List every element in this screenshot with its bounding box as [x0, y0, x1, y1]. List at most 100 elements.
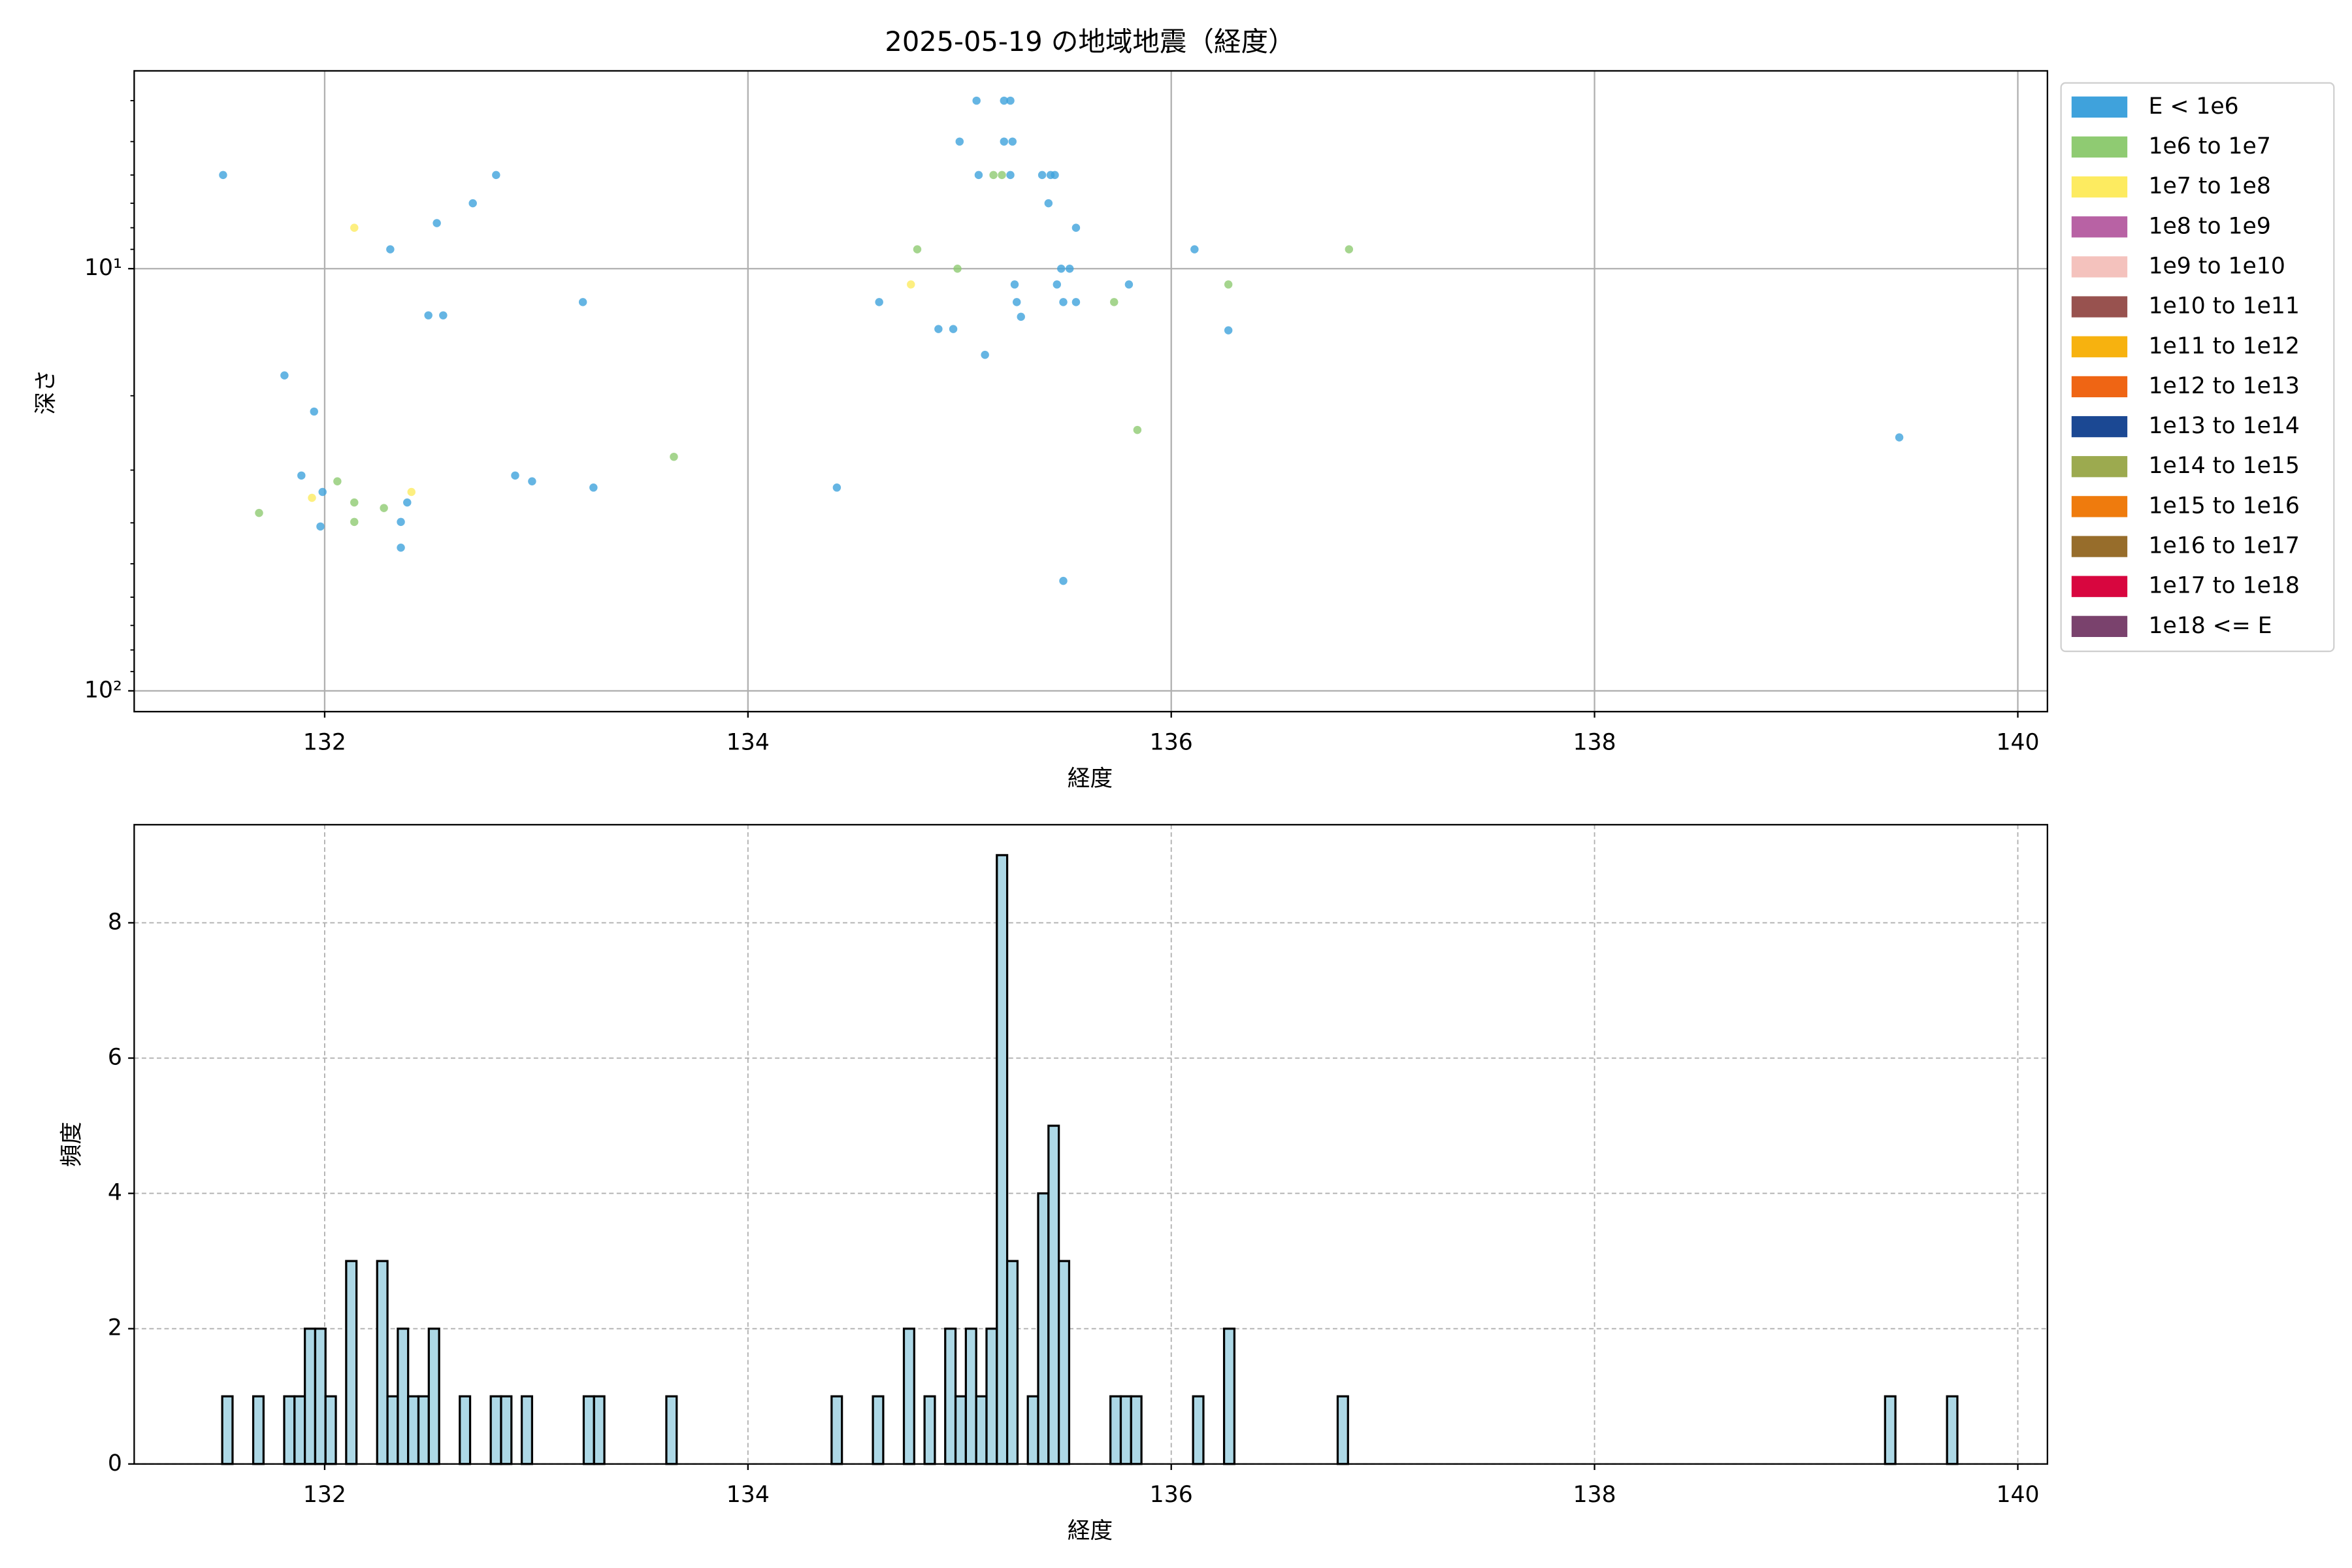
histogram-bar — [427, 1328, 440, 1465]
histogram-bar — [1192, 1395, 1205, 1465]
histogram-bar — [489, 1395, 502, 1465]
legend-swatch — [2071, 256, 2128, 278]
y-tick-label: 0 — [108, 1450, 122, 1477]
histogram-bar — [944, 1328, 957, 1465]
scatter-point — [1051, 171, 1059, 180]
legend-label: 1e6 to 1e7 — [2148, 133, 2270, 159]
y-tick-label: 8 — [108, 909, 122, 935]
histogram-bar — [303, 1328, 317, 1465]
legend-swatch — [2071, 615, 2128, 637]
legend-swatch — [2071, 176, 2128, 198]
legend-swatch — [2071, 96, 2128, 118]
scatter-point — [318, 487, 327, 497]
histogram-bar — [1119, 1395, 1132, 1465]
legend-label: 1e7 to 1e8 — [2148, 173, 2270, 199]
histogram-bar — [872, 1395, 885, 1465]
x-tick-label: 134 — [727, 1482, 770, 1508]
x-tick-label: 140 — [1996, 1482, 2039, 1508]
scatter-point — [333, 477, 342, 486]
histogram-bar — [902, 1328, 915, 1465]
scatter-point — [1017, 312, 1025, 321]
legend-swatch — [2071, 536, 2128, 557]
y-tick-label: 10² — [84, 677, 122, 703]
histogram-bar — [314, 1328, 327, 1465]
histogram-bar — [500, 1395, 513, 1465]
histogram-bar — [923, 1395, 936, 1465]
histogram-bar — [221, 1395, 234, 1465]
histogram-bar — [345, 1260, 358, 1465]
scatter-point — [424, 311, 433, 319]
histogram-bar — [1222, 1328, 1235, 1465]
scatter-point — [989, 171, 998, 180]
legend-label: 1e17 to 1e18 — [2148, 573, 2299, 599]
legend-swatch — [2071, 216, 2128, 238]
chart-title: 2025-05-19 の地域地震（経度） — [885, 25, 1295, 57]
scatter-point — [1071, 223, 1081, 232]
y-tick-label: 2 — [108, 1315, 122, 1341]
scatter-point — [468, 199, 477, 208]
histogram-bar — [520, 1395, 534, 1465]
histogram-bar — [1026, 1395, 1039, 1465]
histogram-bar — [964, 1328, 977, 1465]
histogram-bar — [593, 1395, 606, 1465]
scatter-point — [1224, 326, 1233, 335]
histogram-bar — [397, 1328, 410, 1465]
legend-label: 1e12 to 1e13 — [2148, 373, 2299, 399]
scatter-point — [1133, 425, 1142, 434]
scatter-point — [1345, 245, 1354, 253]
legend-swatch — [2071, 576, 2128, 597]
histogram-bar — [283, 1395, 296, 1465]
histogram-bar — [975, 1395, 988, 1465]
histogram-bar — [830, 1395, 843, 1465]
scatter-point — [832, 483, 841, 492]
scatter-point — [955, 137, 964, 146]
scatter-point — [1057, 264, 1066, 273]
histogram-bar — [1130, 1395, 1143, 1465]
histogram-bar — [324, 1395, 337, 1465]
x-tick-label: 140 — [1996, 730, 2039, 756]
legend-label: 1e8 to 1e9 — [2148, 213, 2270, 239]
histogram-bar — [386, 1395, 399, 1465]
scatter-point — [1071, 298, 1081, 306]
legend-swatch — [2071, 456, 2128, 478]
y-tick-label: 6 — [108, 1045, 122, 1071]
histogram-bar — [996, 854, 1009, 1465]
x-tick-label: 136 — [1150, 1482, 1193, 1508]
scatter-point — [1008, 137, 1017, 146]
histogram-bar — [1946, 1395, 1959, 1465]
scatter-point — [350, 223, 359, 232]
scatter-point — [1224, 280, 1233, 289]
x-tick-label: 138 — [1573, 1482, 1616, 1508]
legend-box — [2060, 82, 2335, 653]
x-tick-label: 132 — [303, 730, 346, 756]
scatter-point — [397, 517, 405, 527]
histogram-bar — [293, 1395, 306, 1465]
scatter-point — [433, 219, 441, 227]
scatter-point — [670, 452, 678, 461]
scatter-point — [1006, 96, 1015, 105]
scatter-point — [589, 483, 598, 492]
scatter-point — [1000, 96, 1009, 105]
histogram-bar — [407, 1395, 420, 1465]
legend-label: 1e13 to 1e14 — [2148, 413, 2299, 439]
scatter-point — [511, 471, 519, 480]
scatter-point — [1010, 280, 1019, 289]
scatter-point — [1059, 298, 1068, 306]
scatter-point — [280, 371, 289, 380]
histogram-bar — [1005, 1260, 1019, 1465]
scatter-point — [998, 171, 1006, 180]
x-axis-label: 経度 — [1068, 1518, 1113, 1544]
histogram-bar — [1336, 1395, 1349, 1465]
scatter-point — [1110, 298, 1119, 306]
histogram-bar — [582, 1395, 595, 1465]
legend-label: 1e14 to 1e15 — [2148, 453, 2299, 479]
scatter-point — [907, 280, 915, 289]
scatter-point — [1065, 264, 1074, 273]
legend-label: 1e11 to 1e12 — [2148, 333, 2299, 359]
scatter-point — [310, 407, 318, 416]
y-axis-label: 頻度 — [59, 1122, 85, 1167]
legend-label: 1e18 <= E — [2148, 613, 2272, 639]
legend-swatch — [2071, 136, 2128, 158]
